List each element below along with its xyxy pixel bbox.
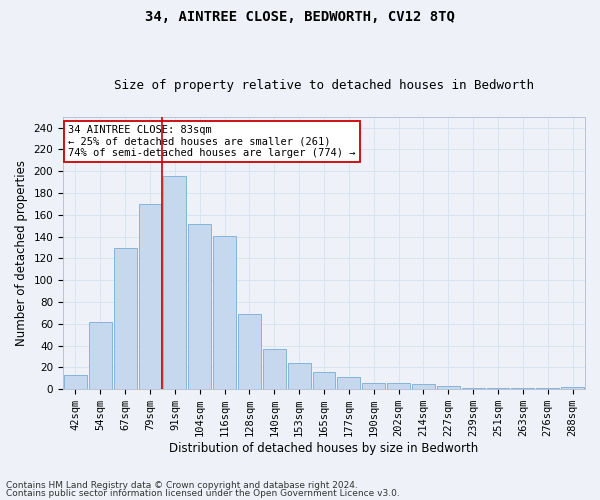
Text: Contains public sector information licensed under the Open Government Licence v3: Contains public sector information licen… — [6, 488, 400, 498]
Text: 34 AINTREE CLOSE: 83sqm
← 25% of detached houses are smaller (261)
74% of semi-d: 34 AINTREE CLOSE: 83sqm ← 25% of detache… — [68, 125, 356, 158]
Bar — [462, 388, 485, 389]
Bar — [89, 322, 112, 389]
Bar — [163, 176, 187, 389]
Bar — [487, 388, 509, 389]
Bar — [213, 236, 236, 389]
Bar — [288, 363, 311, 389]
Bar — [511, 388, 534, 389]
Bar — [188, 224, 211, 389]
Bar — [263, 349, 286, 389]
Bar — [561, 387, 584, 389]
X-axis label: Distribution of detached houses by size in Bedworth: Distribution of detached houses by size … — [169, 442, 479, 455]
Title: Size of property relative to detached houses in Bedworth: Size of property relative to detached ho… — [114, 79, 534, 92]
Text: Contains HM Land Registry data © Crown copyright and database right 2024.: Contains HM Land Registry data © Crown c… — [6, 481, 358, 490]
Bar — [412, 384, 435, 389]
Y-axis label: Number of detached properties: Number of detached properties — [15, 160, 28, 346]
Bar — [362, 382, 385, 389]
Text: 34, AINTREE CLOSE, BEDWORTH, CV12 8TQ: 34, AINTREE CLOSE, BEDWORTH, CV12 8TQ — [145, 10, 455, 24]
Bar — [337, 377, 361, 389]
Bar — [387, 382, 410, 389]
Bar — [114, 248, 137, 389]
Bar — [536, 388, 559, 389]
Bar — [437, 386, 460, 389]
Bar — [238, 314, 261, 389]
Bar — [64, 375, 87, 389]
Bar — [313, 372, 335, 389]
Bar — [139, 204, 161, 389]
